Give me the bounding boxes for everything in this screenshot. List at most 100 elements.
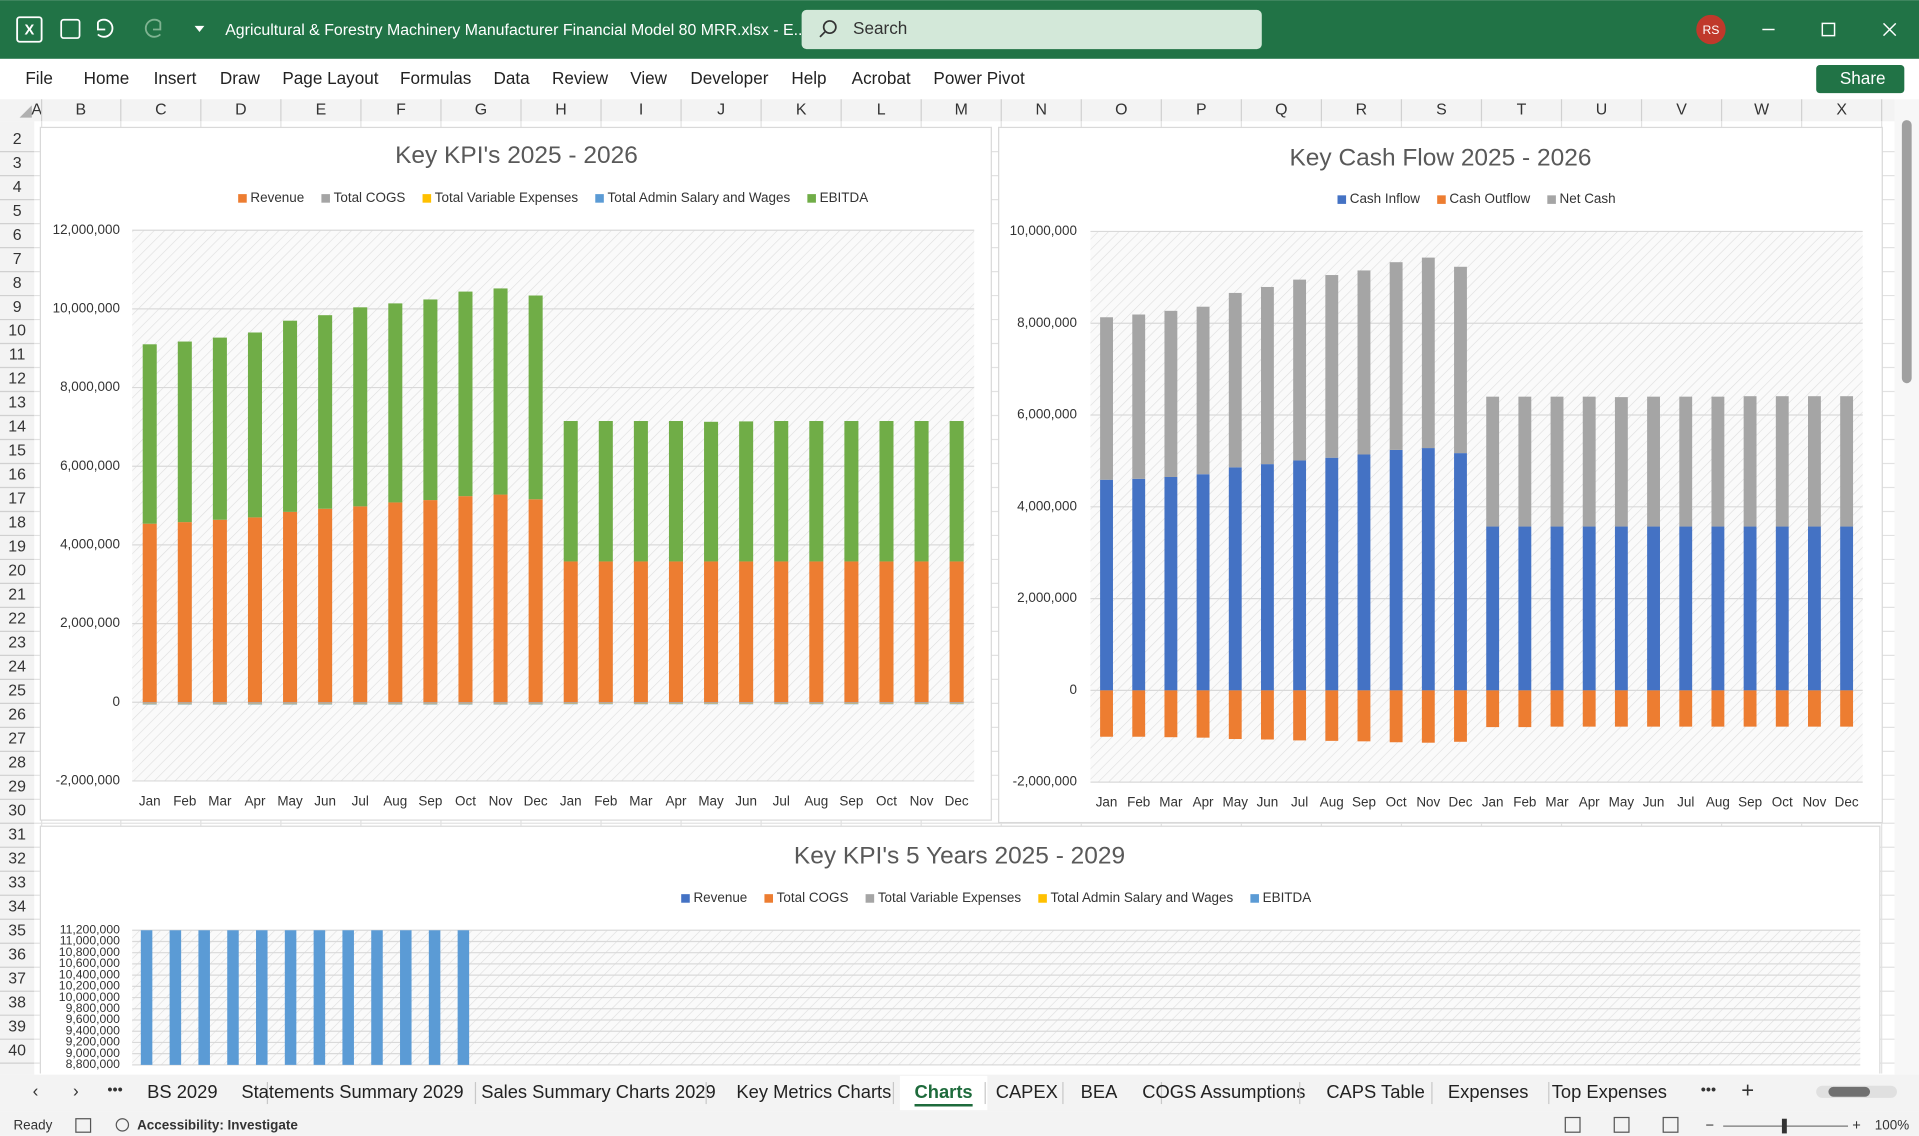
ribbon-tab[interactable]: Help bbox=[791, 68, 826, 88]
user-avatar[interactable] bbox=[1696, 14, 1726, 45]
x-tick-label: Jun bbox=[1257, 795, 1279, 810]
y-tick-label: 8,000,000 bbox=[60, 379, 120, 394]
x-tick-label: Apr bbox=[245, 793, 266, 808]
legend-label: Total COGS bbox=[777, 890, 849, 905]
ribbon-tab[interactable]: Data bbox=[493, 68, 530, 88]
ribbon-tab[interactable]: Home bbox=[84, 68, 130, 88]
select-all[interactable] bbox=[19, 105, 32, 118]
scroll-thumb[interactable] bbox=[1901, 120, 1912, 384]
status-accessibility[interactable]: Accessibility: Investigate bbox=[137, 1118, 298, 1133]
ribbon-tab[interactable]: Developer bbox=[690, 68, 768, 88]
legend-swatch bbox=[1038, 894, 1047, 903]
close-button[interactable] bbox=[1882, 22, 1897, 37]
sheet-tab[interactable]: CAPS Table bbox=[1326, 1081, 1425, 1102]
bar bbox=[1260, 690, 1274, 740]
x-tick-label: Sep bbox=[418, 793, 442, 808]
bar bbox=[1550, 526, 1564, 691]
row-header: 30 bbox=[8, 803, 26, 820]
restore-button[interactable] bbox=[1821, 22, 1836, 37]
ribbon-tab[interactable]: View bbox=[630, 68, 667, 88]
macro-icon[interactable] bbox=[75, 1118, 92, 1133]
zoom-level[interactable]: 100% bbox=[1875, 1118, 1909, 1133]
bar bbox=[1389, 262, 1403, 450]
ribbon-tab[interactable]: Formulas bbox=[400, 68, 471, 88]
tab-prev[interactable]: ‹ bbox=[33, 1080, 39, 1100]
sheet-tab[interactable]: BS 2029 bbox=[147, 1081, 217, 1102]
sheet-tab[interactable]: Key Metrics Charts bbox=[736, 1081, 891, 1102]
bar bbox=[1260, 464, 1274, 691]
sheet-tab[interactable]: Charts bbox=[915, 1081, 973, 1102]
x-tick-label: Dec bbox=[1835, 795, 1859, 810]
add-sheet[interactable]: + bbox=[1741, 1078, 1754, 1103]
ribbon-tab[interactable]: Draw bbox=[220, 68, 261, 88]
bar bbox=[1486, 526, 1500, 691]
x-tick-label: Jun bbox=[735, 793, 757, 808]
zoom-in[interactable]: + bbox=[1852, 1118, 1861, 1134]
bar bbox=[212, 702, 227, 704]
bar bbox=[1840, 526, 1854, 691]
tab-next[interactable]: › bbox=[73, 1080, 79, 1100]
save-icon[interactable] bbox=[60, 18, 81, 39]
search-box[interactable] bbox=[801, 9, 1262, 50]
row-header: 40 bbox=[8, 1042, 26, 1059]
bar bbox=[739, 561, 754, 703]
row-header: 24 bbox=[8, 659, 26, 676]
sheet-tab[interactable]: COGS Assumptions bbox=[1142, 1081, 1305, 1102]
legend-swatch bbox=[595, 194, 604, 203]
bar bbox=[1228, 467, 1242, 691]
x-tick-label: Aug bbox=[1320, 795, 1344, 810]
zoom-thumb[interactable] bbox=[1781, 1118, 1787, 1134]
x-tick-label: Mar bbox=[208, 793, 232, 808]
horizontal-scroll-thumb[interactable] bbox=[1828, 1086, 1871, 1097]
bar bbox=[633, 702, 648, 704]
row-header: 31 bbox=[8, 826, 26, 843]
page-break-view[interactable] bbox=[1662, 1116, 1679, 1133]
sheet-tab[interactable]: CAPEX bbox=[996, 1081, 1058, 1102]
ribbon-tab[interactable]: Page Layout bbox=[282, 68, 378, 88]
sheet-tab[interactable]: Statements Summary 2029 bbox=[241, 1081, 463, 1102]
bar bbox=[1808, 396, 1821, 527]
legend-label: EBITDA bbox=[1263, 890, 1312, 905]
ribbon-tab[interactable]: Power Pivot bbox=[933, 68, 1025, 88]
share-button[interactable] bbox=[1816, 64, 1905, 94]
bar bbox=[247, 702, 262, 704]
x-tick-label: Oct bbox=[876, 793, 897, 808]
bar bbox=[844, 421, 859, 562]
ribbon-tab[interactable]: Review bbox=[552, 68, 609, 88]
bar bbox=[1614, 690, 1628, 727]
page-layout-view[interactable] bbox=[1613, 1116, 1630, 1133]
bar bbox=[227, 930, 239, 1065]
tab-overflow[interactable]: ••• bbox=[1701, 1082, 1716, 1098]
legend-label: Total Admin Salary and Wages bbox=[608, 190, 791, 205]
bar bbox=[879, 702, 894, 704]
x-tick-label: Feb bbox=[594, 793, 617, 808]
sheet-tab[interactable]: Expenses bbox=[1448, 1081, 1529, 1102]
ribbon-tab[interactable]: Insert bbox=[154, 68, 197, 88]
ribbon-tab[interactable]: Acrobat bbox=[852, 68, 911, 88]
legend-label: Total Admin Salary and Wages bbox=[1051, 890, 1234, 905]
bar bbox=[283, 511, 298, 703]
y-tick-label: 10,000,000 bbox=[59, 990, 120, 1004]
tab-more[interactable]: ••• bbox=[107, 1082, 122, 1098]
legend-swatch bbox=[238, 194, 247, 203]
bar bbox=[342, 930, 354, 1065]
customize-icon[interactable] bbox=[194, 25, 205, 32]
bar bbox=[212, 337, 227, 520]
excel-icon[interactable] bbox=[16, 16, 43, 43]
undo-icon[interactable] bbox=[96, 18, 114, 38]
zoom-out[interactable]: − bbox=[1705, 1118, 1714, 1134]
bar bbox=[1743, 526, 1757, 691]
y-tick-label: 10,000,000 bbox=[1010, 223, 1077, 238]
y-tick-label: 10,800,000 bbox=[59, 945, 120, 959]
sheet-tab[interactable]: Top Expenses bbox=[1552, 1081, 1667, 1102]
x-tick-label: Sep bbox=[839, 793, 863, 808]
x-tick-label: Aug bbox=[804, 793, 828, 808]
sheet-tab[interactable]: BEA bbox=[1081, 1081, 1118, 1102]
charts: Key KPI's 2025 - 2026 -2,000,000 0 2,000,00… bbox=[39, 126, 1883, 1074]
bar bbox=[668, 702, 683, 704]
bar bbox=[1582, 690, 1596, 727]
sheet-tab[interactable]: Sales Summary Charts 2029 bbox=[481, 1081, 716, 1102]
normal-view[interactable] bbox=[1564, 1116, 1581, 1133]
ribbon-tab[interactable]: File bbox=[25, 68, 53, 88]
